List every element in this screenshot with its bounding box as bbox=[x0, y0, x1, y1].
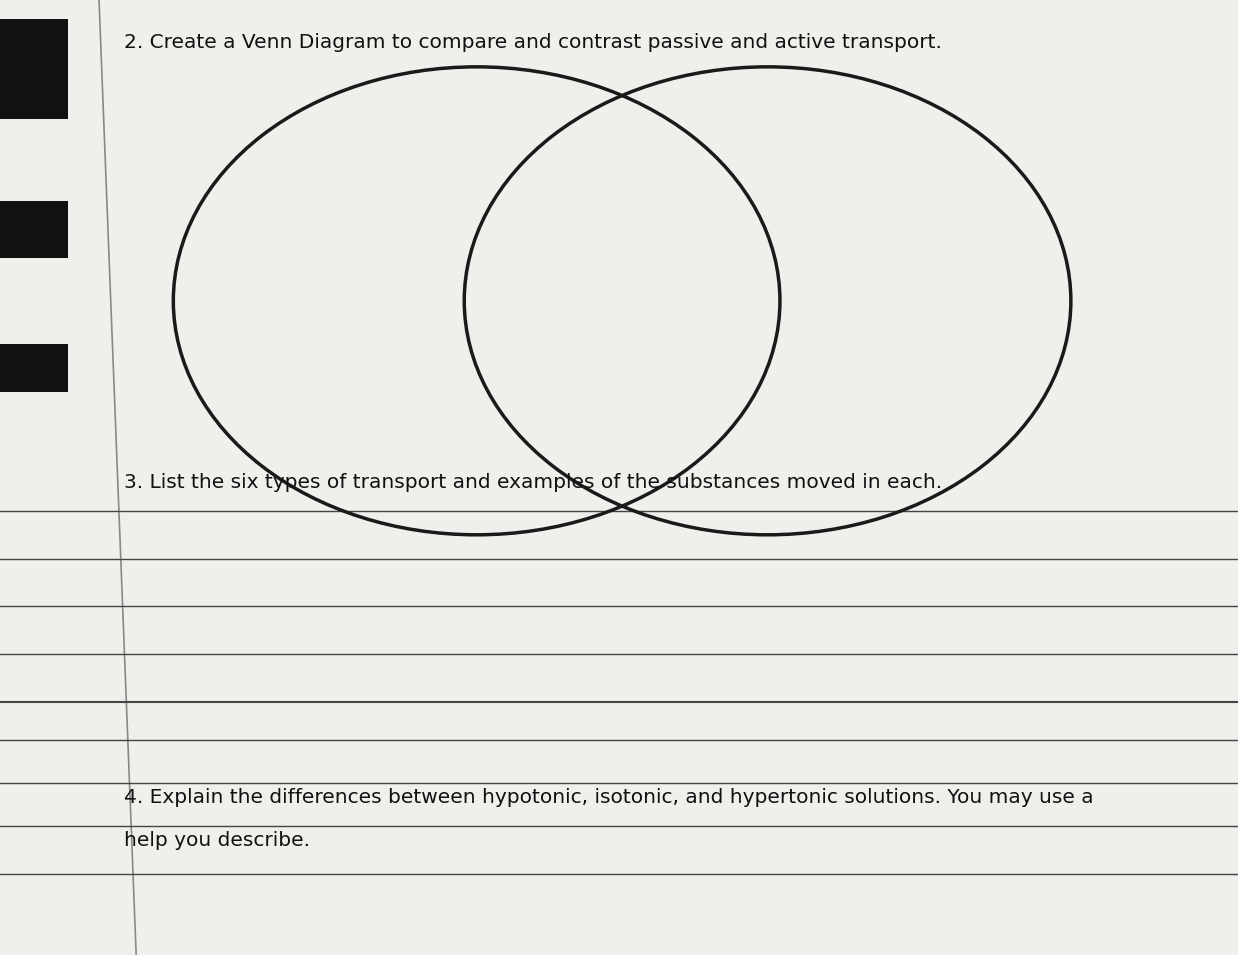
Bar bbox=[0, 201, 68, 258]
Text: help you describe.: help you describe. bbox=[124, 831, 310, 850]
Text: 3. List the six types of transport and examples of the substances moved in each.: 3. List the six types of transport and e… bbox=[124, 473, 942, 492]
Text: 4. Explain the differences between hypotonic, isotonic, and hypertonic solutions: 4. Explain the differences between hypot… bbox=[124, 788, 1093, 807]
Bar bbox=[0, 19, 68, 119]
Bar bbox=[0, 344, 68, 392]
Text: 2. Create a Venn Diagram to compare and contrast passive and active transport.: 2. Create a Venn Diagram to compare and … bbox=[124, 33, 942, 53]
